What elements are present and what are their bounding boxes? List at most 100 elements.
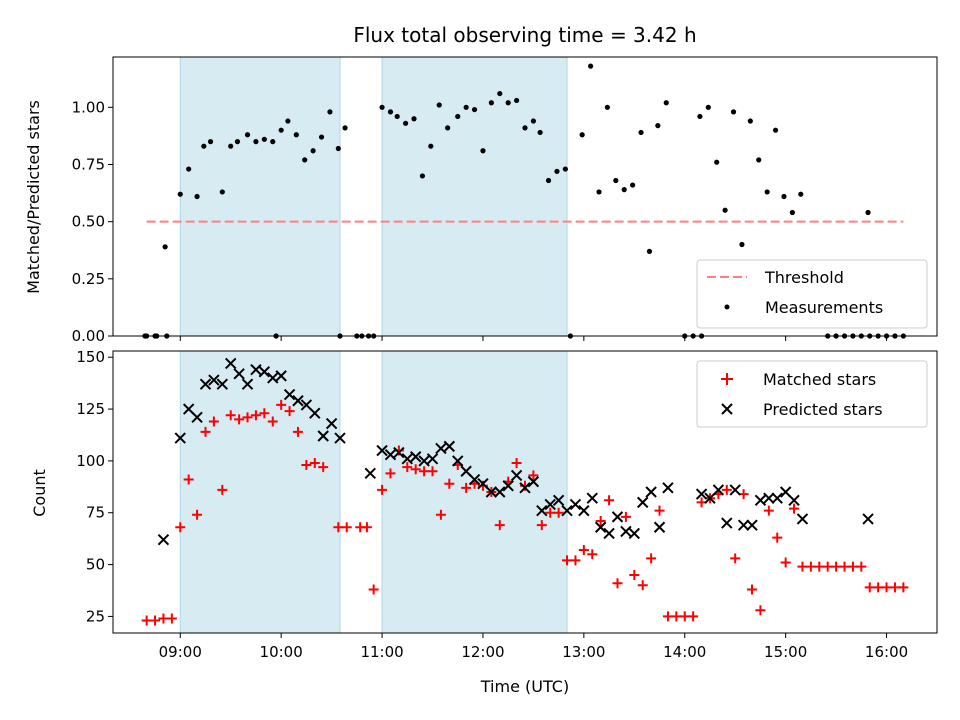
matched-star-point bbox=[780, 557, 791, 568]
count-legend: Matched stars Predicted stars bbox=[696, 360, 928, 428]
predicted-star-point bbox=[712, 484, 725, 496]
matched-star-point bbox=[578, 545, 589, 556]
predicted-star-point bbox=[796, 513, 809, 525]
predicted-star-point bbox=[283, 388, 296, 401]
measurement-point bbox=[604, 104, 611, 110]
matched-star-point bbox=[898, 582, 909, 593]
predicted-star-point bbox=[225, 357, 237, 370]
matched-star-point bbox=[200, 426, 211, 437]
matched-star-point bbox=[881, 582, 892, 593]
matched-star-point bbox=[444, 478, 455, 489]
ratio-plot-frame bbox=[112, 56, 938, 337]
predicted-star-point bbox=[594, 521, 607, 533]
observing-interval-1 bbox=[179, 56, 341, 337]
measurement-point bbox=[194, 193, 200, 200]
measurement-point bbox=[579, 132, 585, 138]
measurement-point bbox=[471, 106, 478, 113]
predicted-star-point bbox=[376, 444, 388, 457]
predicted-star-point bbox=[544, 498, 556, 511]
legend-predicted-swatch bbox=[721, 403, 733, 415]
measurement-point bbox=[655, 123, 661, 129]
count-x-ticks: 09:00 10:00 11:00 12:00 13:00 14:00 15:00 16:00 bbox=[159, 633, 908, 661]
predicted-star-point bbox=[275, 370, 287, 382]
matched-star-point bbox=[789, 503, 800, 514]
observing-interval-1 bbox=[179, 350, 341, 634]
matched-star-point bbox=[528, 470, 539, 481]
predicted-star-point bbox=[267, 372, 279, 384]
matched-star-point bbox=[730, 553, 741, 564]
legend-matched-swatch bbox=[721, 373, 733, 385]
matched-star-point bbox=[864, 582, 875, 593]
measurement-point bbox=[480, 148, 486, 154]
measurement-point bbox=[201, 143, 207, 149]
y-tick-label: 125 bbox=[76, 400, 105, 418]
predicted-star-point bbox=[645, 486, 657, 498]
matched-star-point bbox=[847, 561, 858, 572]
matched-star-point bbox=[141, 615, 152, 626]
matched-star-point bbox=[671, 611, 682, 622]
predicted-star-point bbox=[443, 440, 456, 453]
predicted-star-point bbox=[510, 469, 523, 482]
measurement-point bbox=[554, 168, 560, 174]
legend-predicted-label: Predicted stars bbox=[763, 400, 883, 419]
measurement-point bbox=[747, 118, 753, 124]
matched-star-point bbox=[292, 426, 303, 437]
matched-star-point bbox=[570, 555, 581, 566]
measurement-point bbox=[228, 143, 234, 149]
matched-star-point bbox=[250, 410, 261, 421]
matched-star-point bbox=[217, 484, 228, 495]
count-y-axis-label: Count bbox=[30, 469, 49, 517]
predicted-star-point bbox=[628, 527, 641, 540]
predicted-star-point bbox=[862, 513, 874, 525]
y-tick-label: 100 bbox=[76, 452, 105, 470]
predicted-star-point bbox=[258, 366, 271, 378]
matched-star-point bbox=[276, 399, 287, 410]
matched-star-point bbox=[368, 584, 379, 595]
predicted-star-point bbox=[182, 403, 195, 415]
matched-star-point bbox=[612, 578, 623, 589]
measurement-point bbox=[530, 118, 537, 124]
matched-star-point bbox=[461, 482, 472, 493]
measurement-point bbox=[596, 189, 602, 195]
matched-star-point bbox=[318, 462, 329, 473]
matched-star-point bbox=[747, 584, 758, 595]
predicted-star-point bbox=[788, 494, 800, 507]
y-tick-label: 150 bbox=[76, 348, 105, 366]
chart-title: Flux total observing time = 3.42 h bbox=[353, 23, 696, 47]
ratio-x-ticks bbox=[179, 336, 888, 341]
count-y-ticks: 25 50 75 100 125 150 bbox=[76, 348, 113, 625]
count-panel: 25 50 75 100 125 150 09:00 10:00 11:00 12:00 13:0… bbox=[30, 348, 938, 696]
measurement-point bbox=[621, 187, 627, 193]
predicted-star-point bbox=[552, 494, 565, 507]
measurement-point bbox=[270, 139, 276, 145]
measurement-point bbox=[630, 182, 636, 188]
x-tick-label: 15:00 bbox=[764, 643, 807, 661]
matched-star-point bbox=[511, 457, 522, 468]
matched-star-point bbox=[361, 522, 372, 533]
matched-star-point bbox=[494, 520, 505, 531]
predicted-star-point bbox=[527, 475, 540, 488]
predicted-star-point bbox=[418, 455, 430, 467]
predicted-star-point bbox=[721, 517, 733, 529]
measurement-point bbox=[613, 177, 619, 184]
matched-star-point bbox=[721, 484, 732, 495]
matched-star-point bbox=[419, 466, 430, 477]
matched-star-point bbox=[192, 509, 203, 520]
predicted-star-point bbox=[325, 417, 338, 430]
observing-interval-2 bbox=[381, 56, 568, 337]
predicted-star-point bbox=[653, 521, 666, 533]
measurement-point bbox=[186, 166, 192, 172]
measurement-point bbox=[545, 177, 552, 184]
measurement-point bbox=[513, 97, 520, 104]
measurement-point bbox=[798, 191, 804, 197]
measurement-point bbox=[302, 157, 308, 163]
measurement-point bbox=[505, 100, 511, 106]
predicted-star-point bbox=[409, 451, 422, 463]
measurement-point bbox=[522, 125, 528, 131]
matched-star-point bbox=[242, 412, 253, 423]
matched-star-point bbox=[284, 406, 295, 417]
measurement-point bbox=[705, 104, 711, 110]
x-tick-label: 09:00 bbox=[159, 643, 202, 661]
measurement-point bbox=[253, 139, 259, 145]
